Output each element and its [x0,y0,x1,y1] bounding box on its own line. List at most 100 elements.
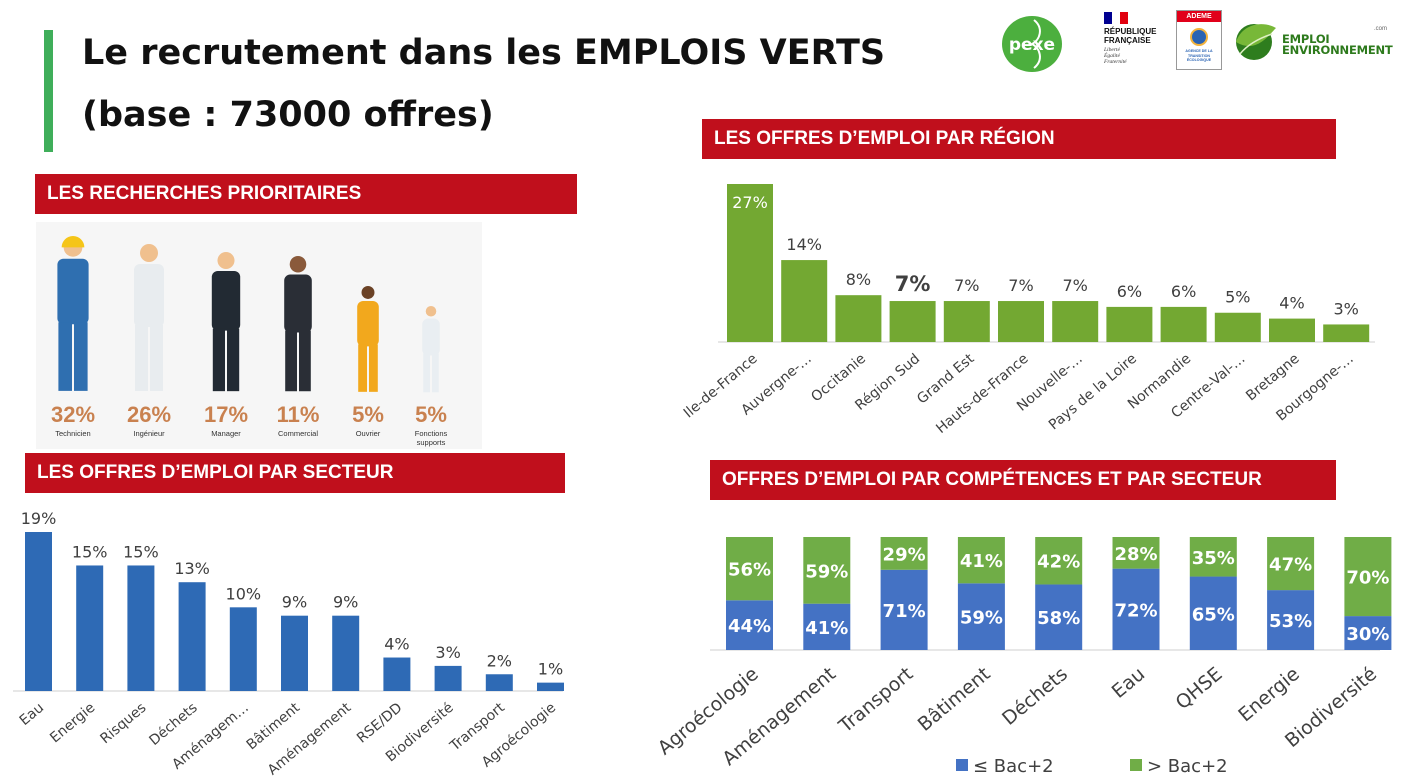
bar-Normandie [1160,306,1207,342]
bar-value-label: 7% [954,276,979,295]
ademe-logo-subtitle: AGENCE DE LA TRANSITION ÉCOLOGIQUE [1185,49,1213,62]
bar-value-label: 3% [435,643,460,662]
segment-value-label: 41% [960,551,1003,572]
chart-offres-par-region: 27% Ile-de-France 14% Auvergne-… 8% Occitanie… [660,170,1400,460]
x-tick-label: Hauts-de-France [933,351,1031,437]
x-tick-label: Eau [17,700,47,729]
stack-segment-Déchets [1035,584,1083,650]
chart-competences-svg: 44%56%Agroécologie41%59%Aménagement71%29… [654,537,1392,777]
ademe-logo: ADEME AGENCE DE LA TRANSITION ÉCOLOGIQUE [1176,10,1222,70]
bar-value-label: 7% [895,272,931,296]
support-person-icon [422,306,440,393]
profile-percent: 17% [204,402,248,427]
chart-offres-par-competences: 44% 56% Agroécologie 41% 59% Aménagement 71% 29… [654,520,1406,780]
bar-Eau [25,532,52,691]
page-title: Le recrutement dans les EMPLOIS VERTS (b… [82,22,885,146]
bar-Biodiversité [434,665,462,691]
bar-Aménagement [332,615,360,691]
bar-value-label: 10% [226,584,262,603]
stack-segment-Agroécologie [726,537,773,601]
stack-segment-Bâtiment [957,583,1005,650]
segment-value-label: 30% [1346,624,1389,645]
title-accent-bar [44,30,53,152]
bar-Bourgogne-… [1323,324,1370,342]
rf-motto-line: Liberté [1104,47,1120,53]
bar-value-label: 1% [538,660,563,679]
segment-value-label: 70% [1346,568,1389,589]
segment-value-label: 53% [1269,611,1312,632]
bar-value-label: 5% [1225,288,1250,307]
bar-value-label: 2% [487,651,512,670]
x-tick-label: Eau [1108,663,1149,703]
bar-value-label: 8% [846,270,871,289]
rf-motto-line: Fraternité [1104,59,1127,65]
x-tick-label: QHSE [1172,663,1227,714]
republique-francaise-logo: RÉPUBLIQUE FRANÇAISE Liberté Égalité Fra… [1104,12,1168,74]
profile-label: supports [417,438,446,447]
x-tick-label: Energie [1234,663,1303,726]
pexe-logo: pexe [1000,14,1064,74]
profiles-panel: 32% Technicien 26% Ingénieur 17% Manager 11% Co… [36,222,482,449]
bar-value-label: 6% [1117,282,1142,301]
rf-motto-line: Égalité [1104,53,1120,59]
stack-segment-Eau [1112,568,1160,650]
emploi-logo-line: ENVIRONNEMENT [1282,43,1393,57]
bar-Occitanie [835,295,882,342]
bar-Bretagne [1269,318,1315,342]
bar-Région Sud [889,301,936,342]
profile-label: Fonctions [415,429,448,438]
segment-value-label: 58% [1037,608,1080,629]
stack-segment-Transport [880,537,928,570]
profile-percent: 11% [277,402,320,427]
rf-name-line: FRANÇAISE [1104,36,1151,45]
bar-Transport [485,674,513,691]
pexe-logo-text: pexe [1009,35,1055,55]
segment-value-label: 44% [728,616,771,637]
segment-value-label: 72% [1114,600,1157,621]
emploi-logo-text: EMPLOI ENVIRONNEMENT [1282,33,1393,57]
ademe-globe-icon [1190,28,1208,46]
stack-segment-Biodiversité [1344,616,1392,650]
bar-Energie [76,565,104,691]
bar-value-label: 4% [384,635,409,654]
title-line-1: Le recrutement dans les EMPLOIS VERTS [82,33,886,73]
stack-segment-Energie [1267,590,1315,650]
salesperson-person-icon [284,256,312,392]
rf-motto: Liberté Égalité Fraternité [1104,47,1168,65]
bar-value-label: 15% [72,542,108,561]
chart-offres-par-secteur: 19% Eau 15% Energie 15% Risques 13% Déchets 10% A… [0,494,580,780]
ademe-logo-name: ADEME [1177,11,1221,22]
header-recherches-prioritaires: LES RECHERCHES PRIORITAIRES [35,174,577,214]
engineer-person-icon [134,244,164,391]
x-tick-label: Risques [97,700,149,747]
bar-value-label: 3% [1334,299,1359,318]
bar-Ile-de-France [727,184,773,342]
stack-segment-Biodiversité [1344,537,1392,617]
legend-swatch [956,759,968,771]
segment-value-label: 71% [883,601,926,622]
bar-Agroécologie [537,682,564,691]
stack-segment-Aménagement [803,603,851,650]
bar-Hauts-de-France [998,301,1044,342]
chart-region-svg: 27%Ile-de-France14%Auvergne-…8%Occitanie… [681,184,1375,437]
bar-RSE/DD [383,657,411,691]
stack-segment-Bâtiment [957,537,1005,584]
bar-Auvergne-… [781,260,828,342]
bar-Pays de la Loire [1106,306,1153,342]
segment-value-label: 41% [805,618,848,639]
bar-Aménagem… [229,607,257,691]
segment-value-label: 47% [1269,555,1312,576]
profile-percent: 32% [51,402,95,427]
bar-value-label: 6% [1171,282,1196,301]
profile-percent: 5% [415,402,447,427]
bar-Risques [127,565,155,691]
worker-person-icon [357,286,379,392]
partner-logos: pexe RÉPUBLIQUE FRANÇAISE Liberté Égalit… [1000,8,1395,78]
stack-segment-Aménagement [803,537,851,604]
stack-segment-QHSE [1189,576,1237,650]
segment-value-label: 28% [1114,544,1157,565]
profile-percent: 5% [352,402,384,427]
bar-value-label: 4% [1279,294,1304,313]
profile-label: Manager [211,429,241,438]
profile-label: Technicien [55,429,90,438]
